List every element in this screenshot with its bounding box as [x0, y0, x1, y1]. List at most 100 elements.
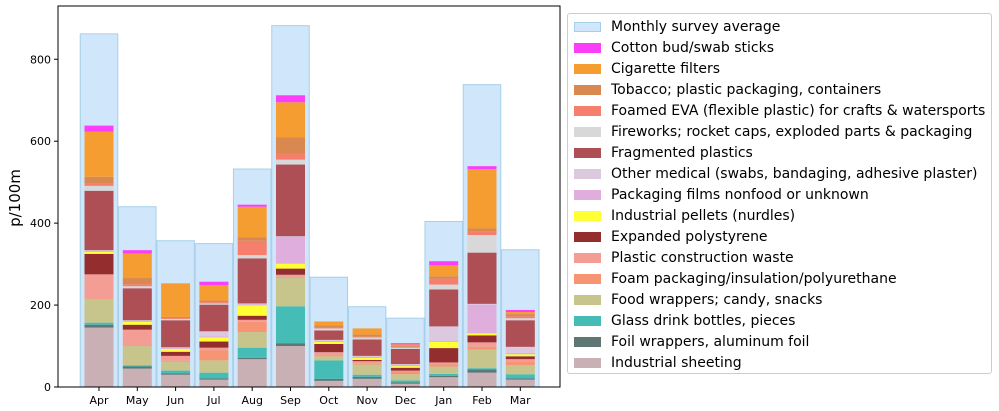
x-tick-label: Feb: [472, 394, 491, 407]
bar-segment-9-jan: [429, 326, 459, 341]
legend-item: Fireworks; rocket caps, exploded parts &…: [574, 123, 972, 141]
bar-segment-3-oct: [314, 356, 344, 361]
bar-segment-1-oct: [314, 378, 344, 381]
bar-segment-9-mar: [505, 346, 535, 353]
bar-segment-8-oct: [314, 340, 344, 342]
bar-segment-1-aug: [237, 357, 267, 360]
x-tick-label: Sep: [280, 394, 301, 407]
bar-segment-3-dec: [390, 374, 420, 381]
legend-label: Cigarette filters: [611, 61, 721, 77]
bar-segment-4-aug: [237, 321, 267, 333]
bar-segment-7-apr: [84, 251, 114, 254]
bar-segment-15-sep: [276, 95, 305, 103]
bar-segment-13-jun: [161, 316, 191, 319]
x-tick-label: Apr: [89, 394, 109, 407]
x-tick-label: Jan: [434, 394, 452, 407]
legend-swatch: [574, 211, 601, 221]
legend-label: Other medical (swabs, bandaging, adhesiv…: [611, 166, 978, 182]
bar-segment-7-oct: [314, 341, 344, 344]
bar-segment-11-jan: [429, 284, 459, 290]
bar-segment-15-apr: [84, 125, 114, 132]
bar-segment-10-dec: [390, 348, 420, 365]
bar-segment-13-jan: [429, 276, 459, 279]
y-tick-label: 200: [30, 299, 51, 312]
bar-segment-7-aug: [237, 305, 267, 316]
bar-segment-2-jun: [161, 370, 191, 374]
bar-segment-4-jun: [161, 360, 191, 362]
bar-segment-8-may: [122, 321, 152, 322]
bar-segment-3-sep: [276, 277, 305, 307]
bar-segment-1-may: [122, 366, 152, 369]
legend-label: Tobacco; plastic packaging, containers: [611, 82, 882, 98]
bar-segment-7-sep: [276, 263, 305, 269]
legend-item: Foamed EVA (flexible plastic) for crafts…: [574, 102, 985, 120]
bar-segment-14-jun: [161, 283, 191, 317]
bar-segment-14-feb: [467, 169, 497, 229]
bar-segment-2-jan: [429, 373, 459, 376]
bar-segment-15-mar: [505, 309, 535, 313]
y-tick-label: 600: [30, 135, 51, 148]
bar-segment-0-aug: [237, 359, 267, 387]
bar-segment-4-nov: [352, 363, 382, 365]
bar-segment-12-jul: [199, 302, 229, 304]
bar-segment-5-feb: [467, 342, 497, 347]
legend-label: Fragmented plastics: [611, 145, 753, 161]
bar-segment-0-apr: [84, 327, 114, 387]
legend-label: Industrial sheeting: [611, 355, 742, 371]
bar-segment-11-apr: [84, 185, 114, 191]
legend-label: Packaging films nonfood or unknown: [611, 187, 869, 203]
bar-segment-6-dec: [390, 367, 420, 371]
bar-segment-0-mar: [505, 379, 535, 387]
bar-segment-12-apr: [84, 183, 114, 186]
bar-segment-10-may: [122, 288, 152, 321]
bar-segment-2-may: [122, 365, 152, 367]
bar-segment-4-dec: [390, 371, 420, 375]
bar-segment-12-jun: [161, 318, 191, 319]
bar-segment-2-nov: [352, 374, 382, 377]
bar-segment-14-may: [122, 253, 152, 279]
bar-segment-9-sep: [276, 236, 305, 238]
bar-segment-1-apr: [84, 324, 114, 328]
bar-segment-4-apr: [84, 298, 114, 299]
x-tick-label: Jul: [206, 394, 220, 407]
bar-segment-6-oct: [314, 343, 344, 353]
bar-segment-2-apr: [84, 322, 114, 325]
x-tick-label: May: [126, 394, 149, 407]
bar-segment-5-nov: [352, 361, 382, 364]
bar-segment-14-mar: [505, 312, 535, 315]
legend-label: Fireworks; rocket caps, exploded parts &…: [611, 124, 973, 140]
bar-segment-14-oct: [314, 321, 344, 326]
bar-segment-6-sep: [276, 268, 305, 275]
bar-segment-0-jun: [161, 374, 191, 387]
legend-item: Industrial sheeting: [574, 354, 742, 372]
legend-item: Cigarette filters: [574, 60, 720, 78]
bar-segment-14-jan: [429, 265, 459, 277]
bar-segment-8-mar: [505, 352, 535, 355]
bar-segment-7-mar: [505, 354, 535, 357]
bar-segment-3-feb: [467, 349, 497, 369]
bar-segment-10-oct: [314, 330, 344, 340]
bar-segment-7-jul: [199, 337, 229, 342]
bar-segment-5-jul: [199, 347, 229, 351]
bar-segment-5-dec: [390, 370, 420, 372]
bar-segment-9-apr: [84, 250, 114, 251]
bar-segment-4-sep: [276, 276, 305, 278]
legend-label: Foam packaging/insulation/polyurethane: [611, 271, 897, 287]
bar-segment-7-nov: [352, 357, 382, 360]
bar-segment-8-aug: [237, 304, 267, 306]
legend-label: Food wrappers; candy, snacks: [611, 292, 823, 308]
legend-label: Industrial pellets (nurdles): [611, 208, 796, 224]
bar-segment-1-feb: [467, 369, 497, 373]
y-tick-label: 0: [44, 381, 51, 394]
bar-segment-10-feb: [467, 252, 497, 304]
legend-item: Other medical (swabs, bandaging, adhesiv…: [574, 165, 977, 183]
bar-segment-7-jun: [161, 348, 191, 352]
bar-segment-13-feb: [467, 228, 497, 232]
bar-segment-8-jun: [161, 348, 191, 349]
bar-segment-13-nov: [352, 334, 382, 337]
x-tick-label: Jun: [166, 394, 184, 407]
bar-segment-15-dec: [390, 343, 420, 345]
legend-swatch: [574, 295, 601, 305]
bar-segment-11-mar: [505, 318, 535, 321]
bar-segment-4-feb: [467, 346, 497, 350]
